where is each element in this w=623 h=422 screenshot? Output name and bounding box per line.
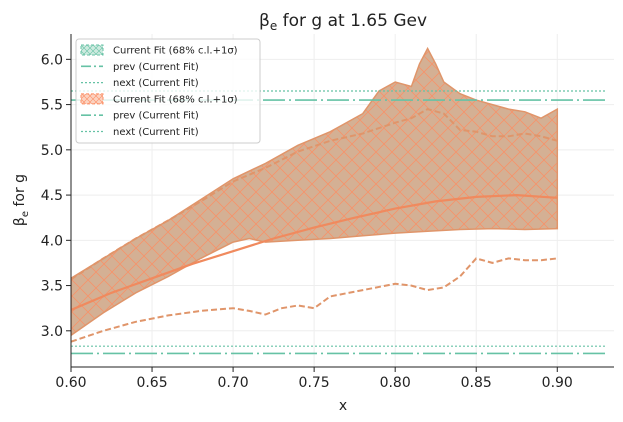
y-tick-label: 5.5 xyxy=(41,98,63,114)
legend-band-hatch xyxy=(81,45,103,55)
chart-title: βe for g at 1.65 Gev xyxy=(259,11,427,33)
y-tick-label: 4.5 xyxy=(41,188,63,204)
x-tick-label: 0.90 xyxy=(542,375,573,391)
y-tick-label: 3.0 xyxy=(41,324,63,340)
y-tick-label: 5.0 xyxy=(41,143,63,159)
legend-label: Current Fit (68% c.l.+1σ) xyxy=(113,94,238,105)
legend-label: prev (Current Fit) xyxy=(113,111,199,122)
x-tick-label: 0.65 xyxy=(136,375,167,391)
x-tick-label: 0.80 xyxy=(380,375,411,391)
legend-frame xyxy=(75,38,261,144)
x-ticks: 0.60 0.65 0.70 0.75 0.80 0.85 0.90 xyxy=(55,367,573,391)
legend-label: Current Fit (68% c.l.+1σ) xyxy=(113,46,238,57)
y-tick-label: 6.0 xyxy=(41,52,63,68)
y-tick-label: 4.0 xyxy=(41,233,63,249)
x-tick-label: 0.75 xyxy=(299,375,330,391)
dashed-lower-line xyxy=(71,257,558,343)
confidence-band-hatch xyxy=(71,48,558,336)
x-tick-label: 0.70 xyxy=(218,375,249,391)
legend-label: next (Current Fit) xyxy=(113,78,199,89)
confidence-band-edge xyxy=(71,46,559,337)
central-fit-line xyxy=(71,193,558,312)
x-tick-label: 0.60 xyxy=(55,375,86,391)
legend-label: prev (Current Fit) xyxy=(113,62,199,73)
legend-band-hatch xyxy=(81,93,103,104)
x-tick-label: 0.85 xyxy=(461,375,492,391)
y-tick-label: 3.5 xyxy=(41,279,63,295)
x-axis-label: x xyxy=(339,398,347,414)
y-ticks: 3.0 3.5 4.0 4.5 5.0 5.5 6.0 xyxy=(41,52,71,340)
legend-label: next (Current Fit) xyxy=(113,127,199,138)
dashed-upper-line xyxy=(71,108,558,281)
legend: Current Fit (68% c.l.+1σ) prev (Current F… xyxy=(75,38,261,144)
y-axis-label: βe for g xyxy=(12,174,31,226)
plot-area xyxy=(71,46,606,355)
